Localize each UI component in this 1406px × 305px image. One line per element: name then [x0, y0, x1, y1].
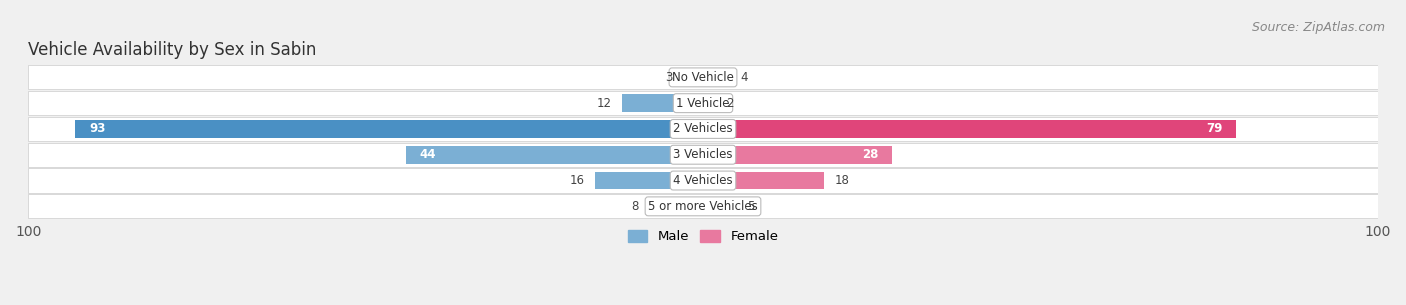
Text: 3 Vehicles: 3 Vehicles	[673, 148, 733, 161]
Text: 5: 5	[747, 200, 754, 213]
Bar	[703, 146, 891, 163]
Text: 4 Vehicles: 4 Vehicles	[673, 174, 733, 187]
Bar	[406, 146, 703, 163]
Bar	[703, 94, 717, 112]
Legend: Male, Female: Male, Female	[623, 224, 783, 249]
Text: 1 Vehicle: 1 Vehicle	[676, 97, 730, 110]
Bar	[650, 198, 703, 215]
Text: 8: 8	[631, 200, 638, 213]
Text: 93: 93	[89, 122, 105, 135]
Text: 28: 28	[862, 148, 879, 161]
Text: No Vehicle: No Vehicle	[672, 71, 734, 84]
Text: Source: ZipAtlas.com: Source: ZipAtlas.com	[1251, 21, 1385, 34]
Text: 79: 79	[1206, 122, 1223, 135]
Text: Vehicle Availability by Sex in Sabin: Vehicle Availability by Sex in Sabin	[28, 41, 316, 59]
Text: 3: 3	[665, 71, 672, 84]
Text: 12: 12	[598, 97, 612, 110]
Bar	[28, 91, 1378, 115]
Bar	[703, 120, 1236, 138]
Bar	[28, 143, 1378, 167]
Text: 44: 44	[419, 148, 436, 161]
Bar	[28, 65, 1378, 89]
Text: 16: 16	[569, 174, 585, 187]
Text: 2 Vehicles: 2 Vehicles	[673, 122, 733, 135]
Bar	[621, 94, 703, 112]
Bar	[703, 172, 824, 189]
Text: 5 or more Vehicles: 5 or more Vehicles	[648, 200, 758, 213]
Bar	[703, 198, 737, 215]
Bar	[683, 69, 703, 86]
Bar	[595, 172, 703, 189]
Bar	[703, 69, 730, 86]
Bar	[28, 117, 1378, 141]
Text: 18: 18	[835, 174, 849, 187]
Bar	[76, 120, 703, 138]
Bar	[28, 168, 1378, 193]
Bar	[28, 194, 1378, 218]
Text: 2: 2	[727, 97, 734, 110]
Text: 4: 4	[740, 71, 748, 84]
